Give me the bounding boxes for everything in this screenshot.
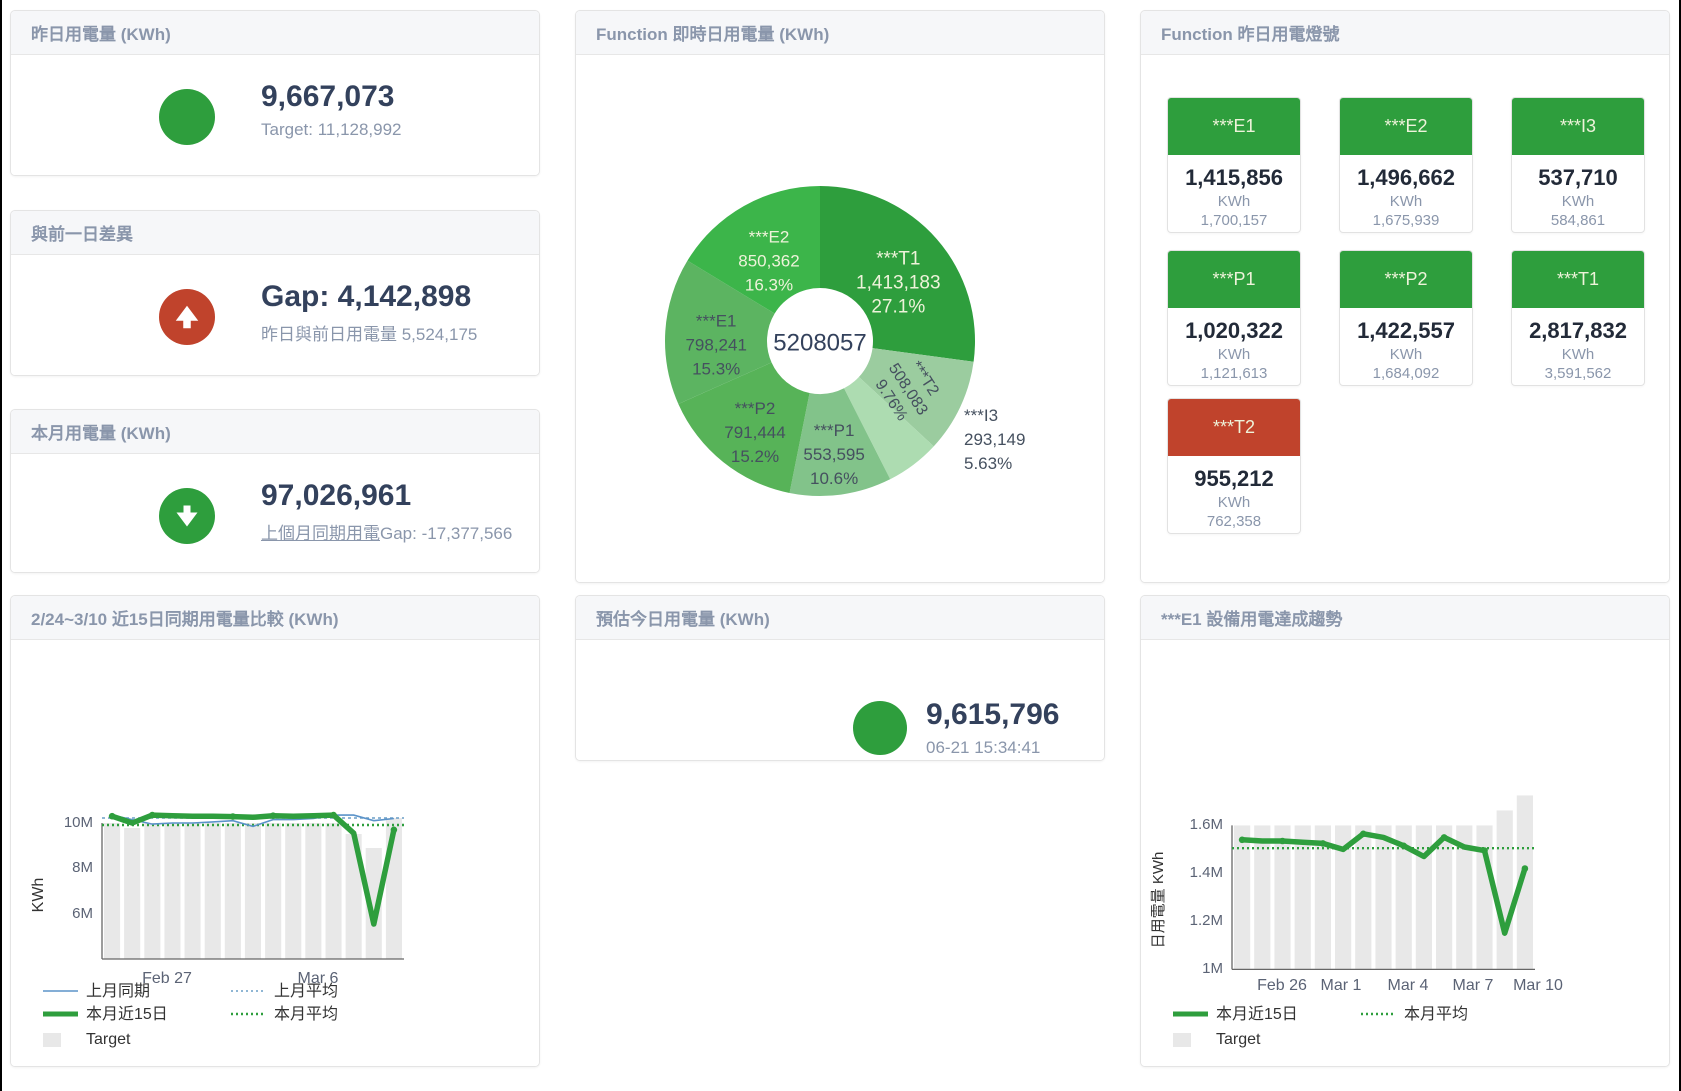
svg-text:Mar 1: Mar 1 [1321, 977, 1362, 994]
svg-text:1.2M: 1.2M [1190, 912, 1223, 929]
svg-text:798,241: 798,241 [685, 335, 746, 354]
svg-text:Mar 7: Mar 7 [1453, 977, 1494, 994]
svg-text:10M: 10M [64, 814, 93, 831]
svg-text:Target: Target [86, 1031, 131, 1048]
svg-text:Mar 4: Mar 4 [1388, 977, 1429, 994]
svg-text:***E2: ***E2 [749, 227, 790, 246]
svg-text:Target: Target [1216, 1031, 1261, 1048]
svg-text:850,362: 850,362 [738, 251, 799, 270]
svg-text:15.3%: 15.3% [692, 359, 740, 378]
svg-text:本月平均: 本月平均 [274, 1005, 338, 1023]
svg-text:1M: 1M [1202, 960, 1223, 977]
svg-text:553,595: 553,595 [803, 445, 864, 464]
svg-text:5.63%: 5.63% [964, 454, 1012, 473]
svg-text:本月近15日: 本月近15日 [86, 1005, 168, 1023]
svg-text:8M: 8M [72, 859, 93, 876]
svg-text:791,444: 791,444 [724, 423, 785, 442]
svg-text:***E1: ***E1 [696, 311, 737, 330]
svg-text:1.6M: 1.6M [1190, 816, 1223, 833]
svg-text:10.6%: 10.6% [810, 469, 858, 488]
svg-text:日用電量 KWh: 日用電量 KWh [1150, 852, 1167, 949]
svg-text:15.2%: 15.2% [731, 447, 779, 466]
svg-text:293,149: 293,149 [964, 430, 1025, 449]
svg-text:Mar 10: Mar 10 [1513, 977, 1563, 994]
svg-text:KWh: KWh [30, 878, 47, 913]
svg-text:***I3: ***I3 [964, 406, 998, 425]
svg-text:Feb 26: Feb 26 [1257, 977, 1307, 994]
svg-text:***P1: ***P1 [814, 421, 855, 440]
svg-text:6M: 6M [72, 905, 93, 922]
svg-text:1.4M: 1.4M [1190, 864, 1223, 881]
svg-text:***P2: ***P2 [735, 399, 776, 418]
svg-text:5208057: 5208057 [773, 329, 866, 356]
svg-text:本月平均: 本月平均 [1404, 1005, 1468, 1023]
svg-text:27.1%: 27.1% [871, 297, 925, 318]
svg-text:1,413,183: 1,413,183 [856, 273, 941, 294]
svg-text:本月近15日: 本月近15日 [1216, 1005, 1298, 1023]
svg-text:***T1: ***T1 [876, 249, 920, 270]
svg-text:上月平均: 上月平均 [274, 982, 338, 1000]
svg-text:上月同期: 上月同期 [86, 982, 150, 1000]
svg-text:16.3%: 16.3% [745, 275, 793, 294]
